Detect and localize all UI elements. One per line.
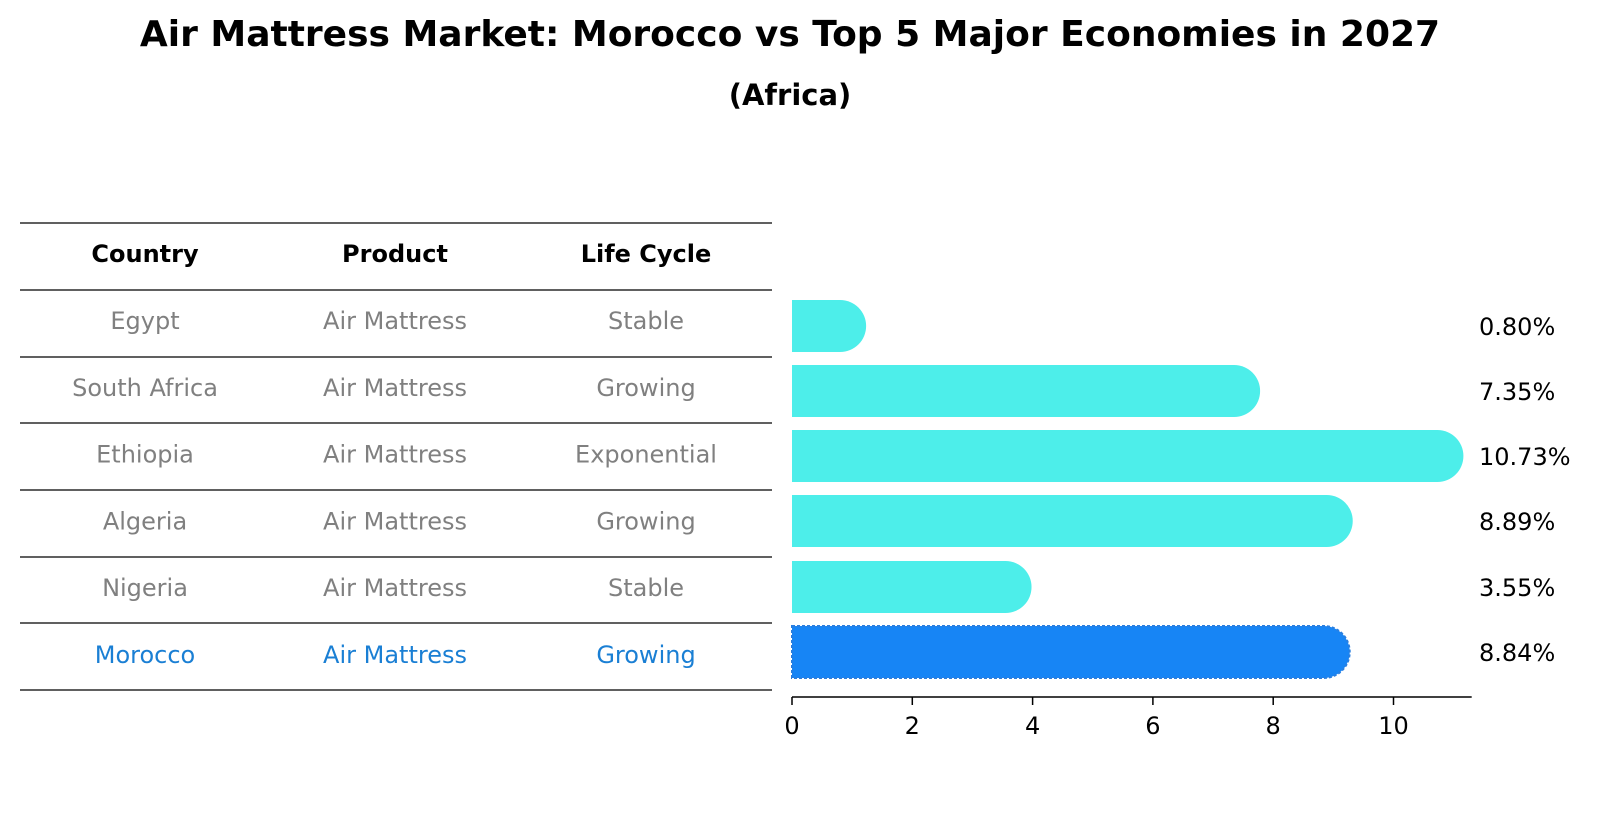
growth-bars: 0.80% 7.35% 10.73% 8.89% 3.55% 8.84% <box>791 300 1571 679</box>
table-cell: South Africa <box>72 374 218 402</box>
x-tick-label: 6 <box>1145 712 1160 740</box>
x-tick-label: 8 <box>1266 712 1281 740</box>
bar-value-label: 8.89% <box>1479 508 1555 536</box>
comparison-table: Country Product Life Cycle Egypt Air Mattres… <box>20 222 772 691</box>
table-cell: Air Mattress <box>323 374 467 402</box>
bar-south-africa <box>792 365 1261 417</box>
table-cell: Nigeria <box>102 574 188 602</box>
table-cell: Growing <box>596 507 695 535</box>
x-tick-label: 0 <box>784 712 799 740</box>
table-cell: Air Mattress <box>323 507 467 535</box>
table-cell: Air Mattress <box>323 574 467 602</box>
table-cell: Air Mattress <box>323 441 467 469</box>
bar-value-label: 3.55% <box>1479 574 1555 602</box>
x-tick-label: 10 <box>1378 712 1409 740</box>
table-cell: Growing <box>596 374 695 402</box>
bar-morocco <box>791 625 1351 679</box>
table-header-cell: Life Cycle <box>581 240 712 268</box>
bar-value-label: 8.84% <box>1479 639 1555 667</box>
bar-egypt <box>792 300 867 352</box>
chart-subtitle: (Africa) <box>728 78 852 112</box>
chart-title: Air Mattress Market: Morocco vs Top 5 Ma… <box>139 14 1441 55</box>
bar-value-label: 0.80% <box>1479 313 1555 341</box>
bar-value-label: 10.73% <box>1479 443 1571 471</box>
bar-algeria <box>792 495 1353 547</box>
table-header-cell: Country <box>91 240 199 268</box>
table-cell: Air Mattress <box>323 307 467 335</box>
table-cell: Morocco <box>95 641 196 669</box>
table-cell: Stable <box>608 307 684 335</box>
bar-ethiopia <box>792 430 1464 482</box>
table-cell: Growing <box>596 641 695 669</box>
table-cell: Exponential <box>575 441 717 469</box>
table-cell: Stable <box>608 574 684 602</box>
table-cell: Ethiopia <box>96 441 194 469</box>
table-cell: Algeria <box>103 507 187 535</box>
bar-value-label: 7.35% <box>1479 378 1555 406</box>
x-axis: 0 2 4 6 8 10 <box>784 696 1472 740</box>
x-tick-label: 2 <box>905 712 920 740</box>
table-header-cell: Product <box>342 240 448 268</box>
bar-nigeria <box>792 561 1032 613</box>
x-tick-label: 4 <box>1025 712 1040 740</box>
table-cell: Egypt <box>110 307 179 335</box>
table-cell: Air Mattress <box>323 641 467 669</box>
